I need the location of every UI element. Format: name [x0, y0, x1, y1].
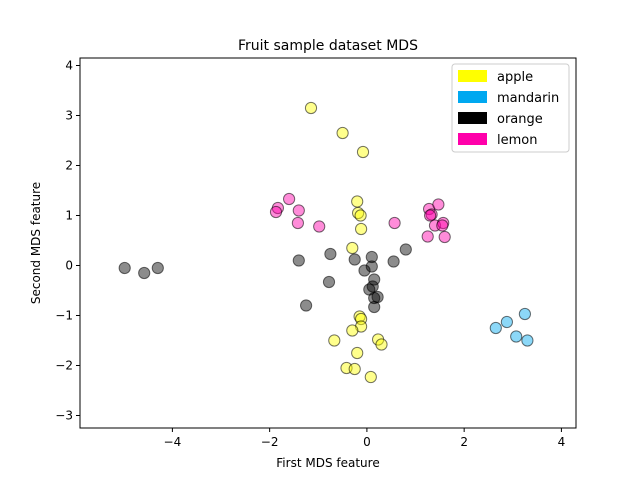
data-point — [368, 300, 381, 314]
chart-title: Fruit sample dataset MDS — [238, 38, 418, 54]
data-point — [518, 307, 532, 321]
data-point — [292, 254, 305, 267]
y-axis-label: Second MDS feature — [29, 182, 43, 304]
data-point — [388, 216, 401, 230]
data-point — [354, 209, 367, 222]
data-point — [348, 362, 361, 376]
data-point — [351, 195, 364, 208]
y-tick-label: 2 — [65, 159, 73, 173]
data-point — [387, 255, 400, 268]
data-point — [365, 250, 378, 264]
ticks-layer: −4 −2 0 2 4 −3 −2 −1 0 1 2 3 4 — [55, 59, 565, 450]
data-point — [304, 101, 318, 115]
data-point — [336, 126, 349, 140]
data-point — [300, 299, 313, 312]
x-tick-label: 0 — [363, 435, 371, 449]
legend-swatch-apple — [458, 70, 487, 82]
legend-swatch-orange — [458, 112, 487, 124]
data-point — [291, 216, 304, 230]
data-point — [269, 205, 283, 219]
data-point — [151, 261, 164, 275]
points-layer — [118, 101, 534, 384]
data-point — [313, 220, 326, 233]
legend-label-mandarin: mandarin — [497, 91, 559, 106]
legend-swatch-mandarin — [458, 91, 487, 103]
data-point — [371, 290, 384, 304]
y-tick-label: −2 — [55, 359, 73, 373]
data-point — [510, 330, 523, 343]
data-point — [358, 264, 371, 277]
x-tick-label: 2 — [460, 435, 468, 449]
data-point — [346, 241, 359, 255]
data-point — [322, 275, 336, 289]
x-tick-label: 4 — [558, 435, 566, 449]
y-tick-label: 3 — [65, 109, 73, 123]
data-point — [521, 334, 534, 347]
data-point — [351, 346, 364, 360]
y-tick-label: 0 — [65, 259, 73, 273]
data-point — [436, 219, 449, 232]
series-orange — [118, 243, 412, 314]
y-tick-label: −3 — [55, 409, 73, 423]
plot-area-frame — [79, 57, 577, 429]
data-point — [399, 243, 412, 256]
y-tick-label: 1 — [65, 209, 73, 223]
data-point — [355, 222, 368, 236]
data-point — [489, 321, 502, 335]
data-point — [500, 315, 513, 329]
data-point — [356, 145, 370, 159]
data-point — [424, 209, 437, 222]
data-point — [292, 204, 305, 217]
data-point — [324, 247, 337, 261]
x-tick-label: −4 — [164, 435, 182, 449]
data-point — [328, 334, 341, 347]
legend-swatch-lemon — [458, 133, 487, 145]
series-lemon — [269, 192, 451, 244]
data-point — [364, 370, 377, 384]
legend-label-lemon: lemon — [497, 133, 537, 148]
legend: apple mandarin orange lemon — [451, 63, 570, 153]
data-point — [365, 260, 378, 273]
x-tick-label: −2 — [261, 435, 279, 449]
series-apple — [304, 101, 388, 384]
data-point — [118, 261, 131, 275]
data-point — [438, 230, 451, 244]
y-tick-label: 4 — [65, 59, 73, 73]
legend-label-apple: apple — [497, 70, 533, 85]
data-point — [346, 324, 359, 337]
data-point — [421, 230, 434, 243]
series-mandarin — [489, 307, 534, 347]
legend-frame — [451, 63, 570, 153]
data-point — [138, 266, 151, 280]
legend-label-orange: orange — [497, 112, 543, 127]
y-tick-label: −1 — [55, 309, 73, 323]
data-point — [348, 253, 361, 266]
x-axis-label: First MDS feature — [276, 456, 379, 470]
data-point — [375, 338, 388, 351]
data-point — [283, 192, 296, 206]
data-point — [432, 198, 445, 211]
